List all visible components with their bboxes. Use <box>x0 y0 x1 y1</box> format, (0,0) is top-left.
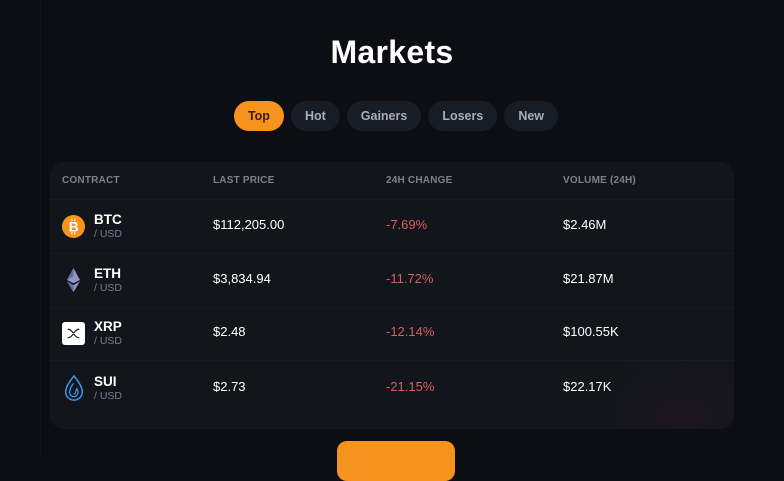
svg-text:B: B <box>69 218 79 234</box>
